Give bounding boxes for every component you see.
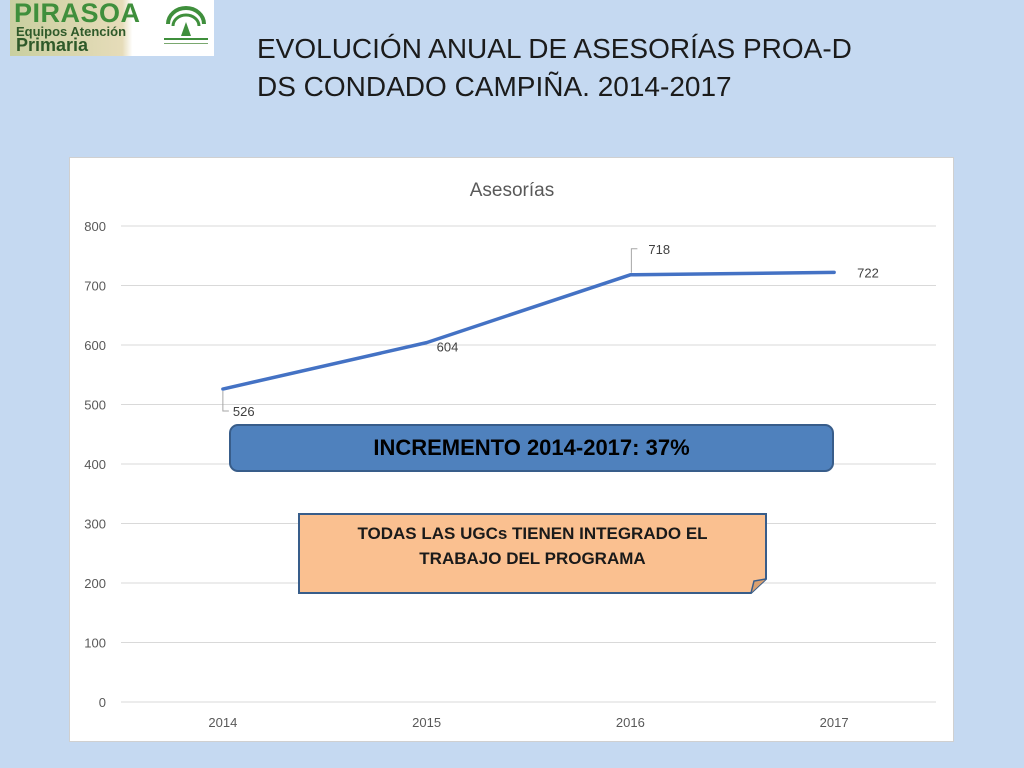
increment-text: INCREMENTO 2014-2017: 37% [373, 435, 690, 460]
logo-subtitle: Equipos Atención [16, 24, 127, 39]
title-line-2: DS CONDADO CAMPIÑA. 2014-2017 [257, 71, 732, 102]
junta-andalucia-emblem-icon [164, 6, 208, 44]
data-label-leader [630, 248, 638, 273]
x-tick-label: 2016 [616, 715, 645, 730]
increment-callout: INCREMENTO 2014-2017: 37% [229, 424, 834, 472]
y-tick-label: 800 [84, 219, 106, 234]
x-tick-label: 2014 [208, 715, 237, 730]
line-chart: Asesorías 0 100 200 300 400 500 600 700 800 2014 20… [84, 180, 936, 730]
note-shape [298, 513, 767, 594]
page-title: EVOLUCIÓN ANUAL DE ASESORÍAS PROA-D DS C… [257, 30, 907, 106]
data-label: 526 [233, 404, 255, 419]
y-tick-label: 600 [84, 338, 106, 353]
y-tick-label: 400 [84, 457, 106, 472]
series-line [221, 270, 836, 391]
program-note: TODAS LAS UGCs TIENEN INTEGRADO EL TRABA… [298, 513, 767, 594]
pirasoa-logo: PIRASOA Equipos Atención Primaria [10, 0, 214, 56]
data-label: 604 [437, 340, 459, 355]
x-tick-label: 2017 [820, 715, 849, 730]
y-tick-label: 0 [99, 695, 106, 710]
y-tick-label: 200 [84, 576, 106, 591]
data-label-leader [222, 391, 229, 412]
note-text: TODAS LAS UGCs TIENEN INTEGRADO EL TRABA… [298, 513, 767, 579]
logo-subtitle-primaria: Primaria [16, 35, 89, 55]
y-tick-label: 500 [84, 398, 106, 413]
data-label: 718 [648, 242, 670, 257]
data-label: 722 [857, 265, 879, 280]
title-line-1: EVOLUCIÓN ANUAL DE ASESORÍAS PROA-D [257, 33, 852, 64]
y-tick-label: 100 [84, 636, 106, 651]
chart-title: Asesorías [470, 180, 554, 201]
y-tick-label: 700 [84, 279, 106, 294]
note-line-2: TRABAJO DEL PROGRAMA [419, 549, 646, 568]
x-tick-label: 2015 [412, 715, 441, 730]
logo-brand: PIRASOA [14, 0, 141, 28]
y-tick-label: 300 [84, 517, 106, 532]
note-line-1: TODAS LAS UGCs TIENEN INTEGRADO EL [357, 524, 708, 543]
